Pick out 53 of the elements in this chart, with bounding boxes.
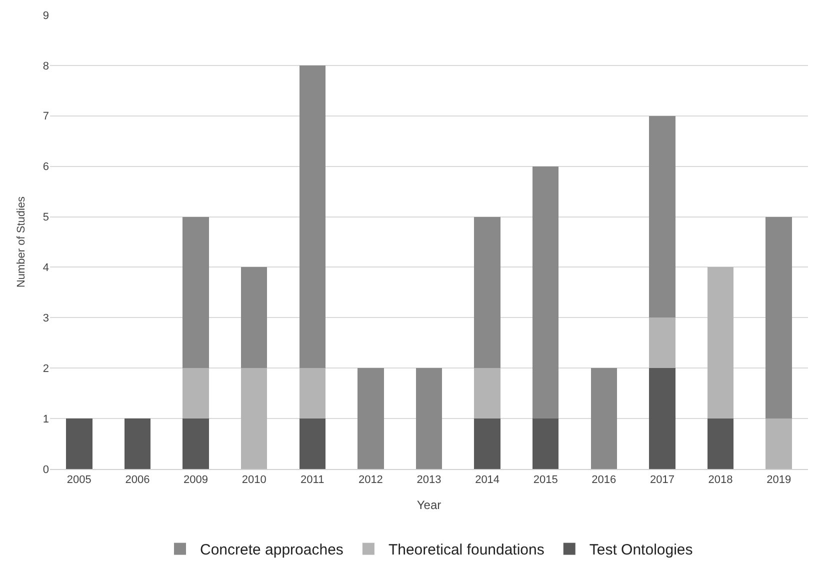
- bar: [474, 216, 500, 368]
- legend-label: Test Ontologies: [589, 542, 693, 559]
- y-tick-label: 3: [42, 312, 49, 325]
- y-tick-label: 2: [42, 362, 49, 375]
- x-tick-label: 2010: [242, 474, 266, 486]
- x-tick-label: 2014: [475, 474, 500, 486]
- bar: [474, 368, 500, 419]
- bar: [532, 418, 559, 469]
- bar: [182, 216, 209, 368]
- bar: [124, 418, 151, 469]
- x-tick-label: 2012: [358, 474, 383, 486]
- y-tick-label: 1: [42, 413, 49, 426]
- bar: [766, 216, 792, 419]
- bar: [240, 267, 268, 368]
- bar: [299, 65, 326, 368]
- x-tick-label: 2011: [300, 474, 324, 486]
- legend-label: Concrete approaches: [200, 542, 344, 559]
- x-tick-label: 2019: [766, 474, 792, 486]
- y-axis-title: Number of Studies: [16, 196, 28, 288]
- x-axis-title: Year: [416, 498, 442, 512]
- bar: [649, 116, 676, 318]
- x-tick-label: 2009: [184, 474, 208, 486]
- x-tick-label: 2005: [66, 474, 92, 486]
- y-tick-label: 9: [42, 10, 49, 22]
- bar: [299, 418, 326, 469]
- y-tick-label: 4: [42, 262, 49, 274]
- bar: [474, 418, 500, 469]
- x-tick-label: 2015: [533, 474, 558, 486]
- bar: [766, 418, 792, 469]
- bar: [240, 368, 268, 469]
- bar: [590, 368, 618, 469]
- x-tick-label: 2016: [592, 474, 616, 486]
- bar: [532, 166, 559, 419]
- bar: [649, 318, 676, 368]
- bar: [182, 368, 209, 419]
- bar: [707, 267, 734, 419]
- bar: [707, 418, 734, 469]
- y-tick-label: 0: [42, 464, 49, 476]
- bar: [182, 418, 209, 469]
- bar: [416, 368, 442, 469]
- x-tick-label: 2013: [416, 474, 442, 486]
- x-tick-label: 2006: [125, 474, 150, 486]
- bar: [299, 368, 326, 419]
- legend-label: Theoretical foundations: [388, 542, 544, 559]
- x-tick-label: 2017: [650, 474, 674, 486]
- bar: [649, 368, 676, 469]
- bar: [66, 418, 92, 469]
- bar: [358, 368, 384, 469]
- y-tick-label: 6: [42, 161, 49, 174]
- x-tick-label: 2018: [708, 474, 733, 486]
- y-tick-label: 8: [42, 60, 49, 72]
- y-tick-label: 7: [42, 110, 49, 123]
- y-tick-label: 5: [42, 212, 49, 224]
